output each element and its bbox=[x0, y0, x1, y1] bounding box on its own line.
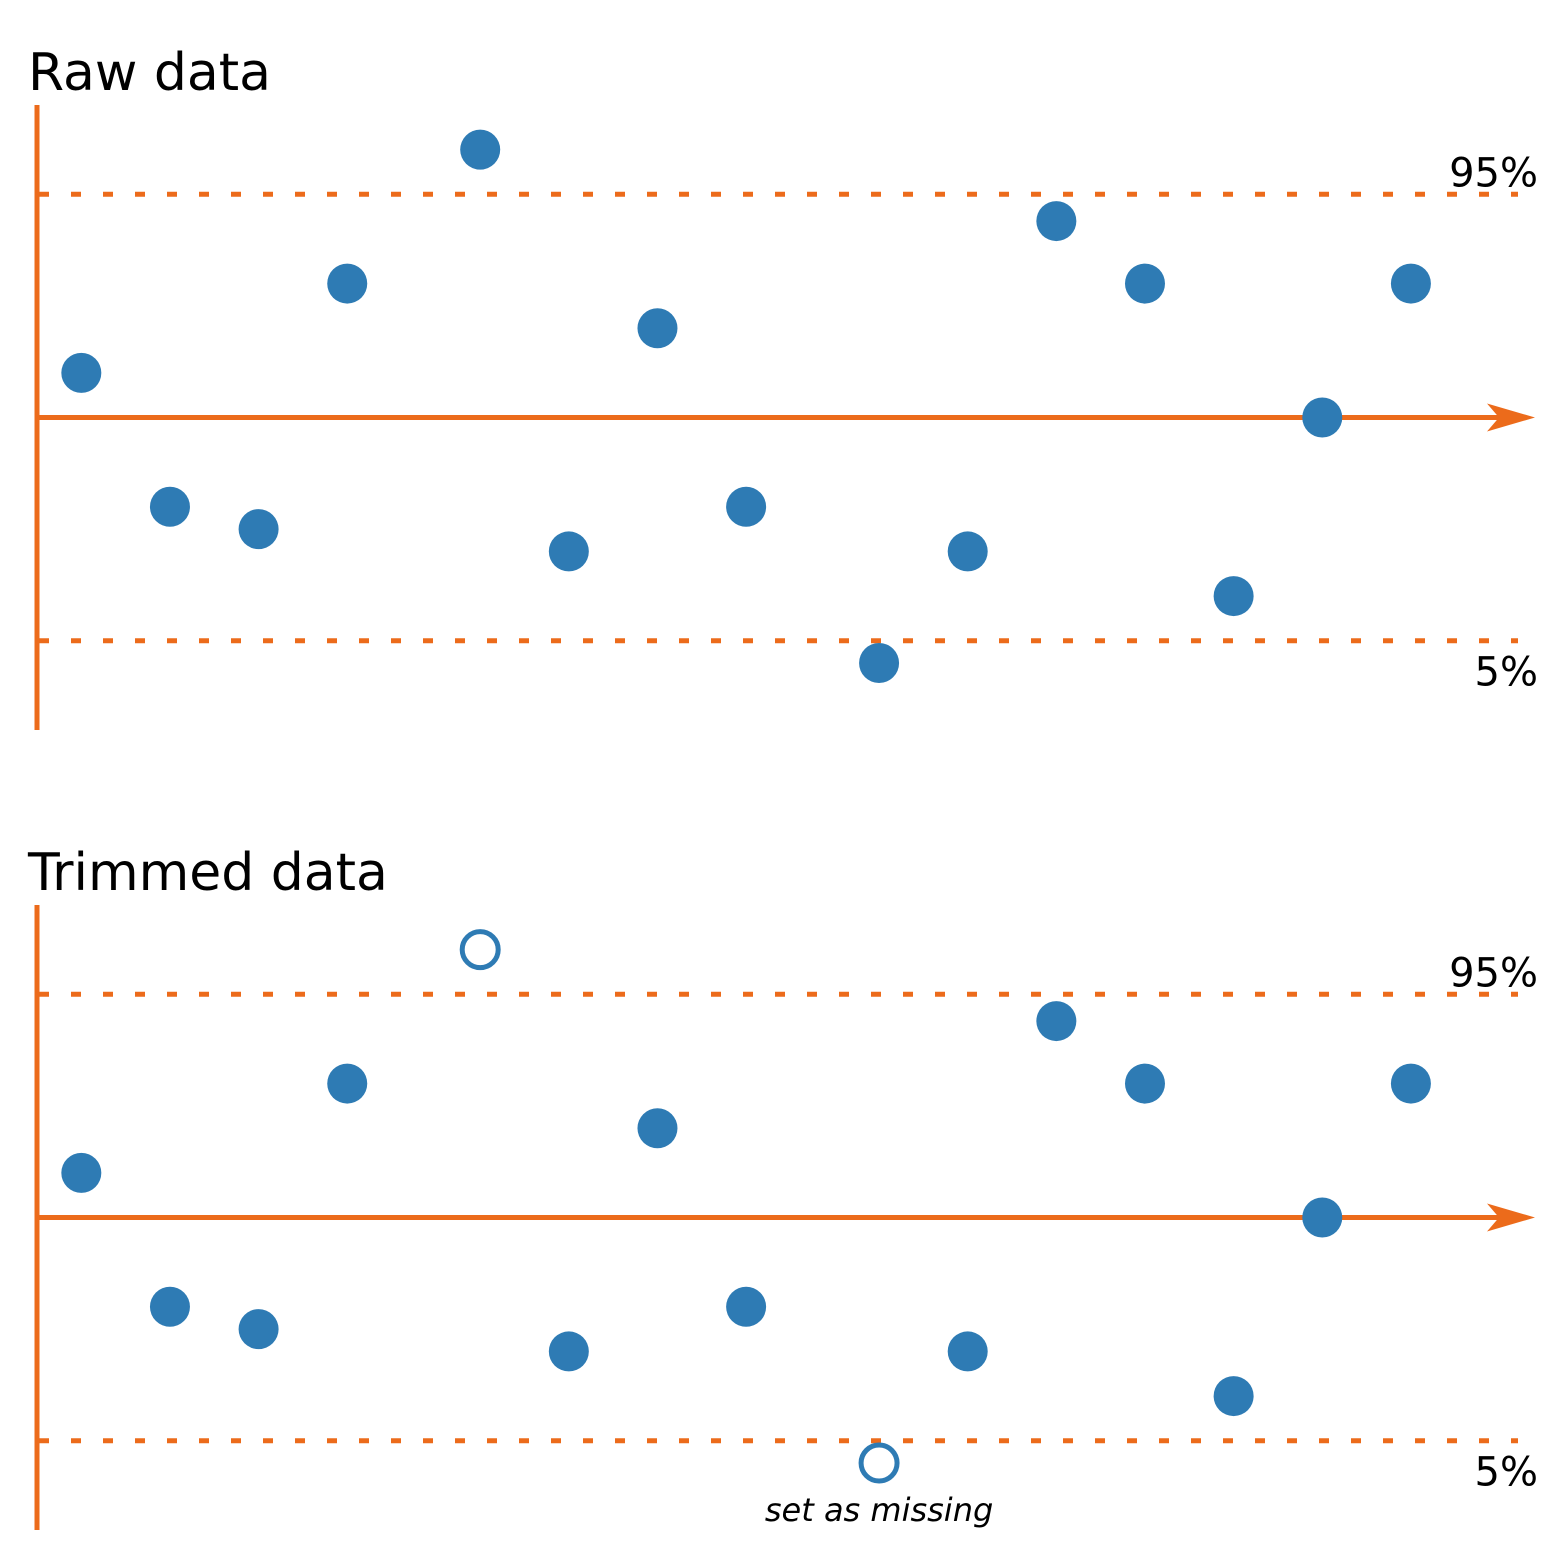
data-point bbox=[947, 1331, 988, 1372]
data-point bbox=[1390, 1063, 1431, 1104]
data-point bbox=[61, 1152, 102, 1193]
x-axis-arrow bbox=[1487, 1203, 1535, 1232]
data-point bbox=[1390, 263, 1431, 304]
data-point bbox=[1213, 576, 1254, 617]
data-point bbox=[637, 1108, 678, 1149]
missing-point bbox=[459, 929, 501, 971]
data-point bbox=[149, 486, 190, 527]
data-point bbox=[1124, 263, 1165, 304]
annotation: set as missing bbox=[765, 1491, 993, 1529]
threshold-label: 95% bbox=[1449, 150, 1538, 196]
chart-title: Raw data bbox=[28, 43, 271, 103]
data-point bbox=[61, 352, 102, 393]
data-point bbox=[327, 1063, 368, 1104]
threshold-label: 95% bbox=[1449, 950, 1538, 996]
data-point bbox=[548, 1331, 589, 1372]
data-point bbox=[460, 129, 501, 170]
data-point bbox=[1213, 1376, 1254, 1417]
data-point bbox=[947, 531, 988, 572]
data-point bbox=[327, 263, 368, 304]
data-point bbox=[1302, 1197, 1343, 1238]
data-point bbox=[859, 643, 900, 684]
data-point bbox=[1302, 397, 1343, 438]
data-point bbox=[726, 486, 767, 527]
threshold-label: 5% bbox=[1475, 1450, 1538, 1496]
data-point bbox=[1036, 201, 1077, 242]
data-point bbox=[637, 308, 678, 349]
data-point bbox=[149, 1286, 190, 1327]
chart-title: Trimmed data bbox=[27, 843, 388, 903]
x-axis-arrow bbox=[1487, 403, 1535, 432]
data-point bbox=[548, 531, 589, 572]
data-point bbox=[1124, 1063, 1165, 1104]
data-point bbox=[238, 1309, 279, 1350]
missing-point bbox=[858, 1442, 900, 1484]
data-point bbox=[238, 509, 279, 550]
threshold-label: 5% bbox=[1475, 650, 1538, 696]
data-point bbox=[726, 1286, 767, 1327]
data-point bbox=[1036, 1001, 1077, 1042]
